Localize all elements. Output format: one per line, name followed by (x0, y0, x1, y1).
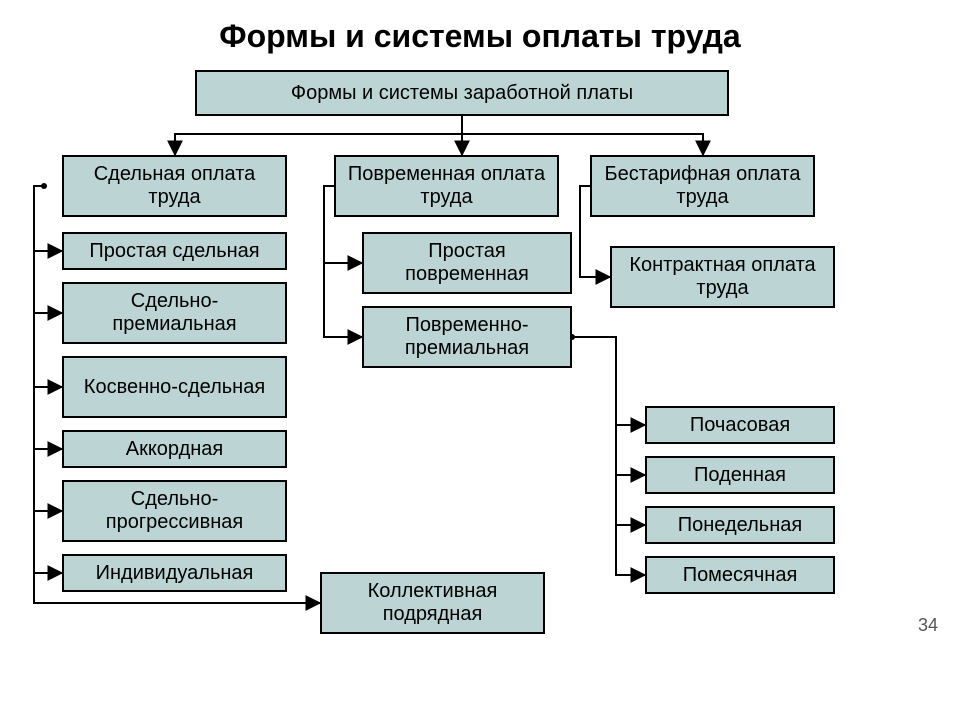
edge-piece-piece_indirect (34, 313, 62, 387)
edge-weekly-monthly (616, 525, 645, 575)
node-piece_simple: Простая сдельная (62, 232, 287, 270)
edge-daily-weekly (616, 475, 645, 525)
edge-start-dot (41, 183, 47, 189)
node-collective: Коллективная подрядная (320, 572, 545, 634)
node-piece_individual: Индивидуальная (62, 554, 287, 592)
edge-piece-piece_bonus (34, 251, 62, 313)
page-title: Формы и системы оплаты труда (0, 18, 960, 55)
edge-root-piece (175, 116, 462, 155)
node-piece_indirect: Косвенно-сдельная (62, 356, 287, 418)
node-time: Повременная оплата труда (334, 155, 559, 217)
edge-piece-piece_individual (34, 511, 62, 573)
node-tariffless: Бестарифная оплата труда (590, 155, 815, 217)
edge-hourly-daily (616, 425, 645, 475)
node-weekly: Понедельная (645, 506, 835, 544)
edge-piece-piece_progressive (34, 449, 62, 511)
edge-piece-piece_chord (34, 387, 62, 449)
node-monthly: Помесячная (645, 556, 835, 594)
node-time_simple: Простая повременная (362, 232, 572, 294)
edge-time_bonus-hourly (572, 337, 645, 425)
node-time_bonus: Повременно-премиальная (362, 306, 572, 368)
node-piece_chord: Аккордная (62, 430, 287, 468)
node-hourly: Почасовая (645, 406, 835, 444)
page-number: 34 (918, 615, 938, 636)
edge-piece-piece_simple (34, 186, 62, 251)
edge-root-tariffless (462, 116, 703, 155)
node-daily: Поденная (645, 456, 835, 494)
node-piece_bonus: Сдельно-премиальная (62, 282, 287, 344)
edge-time-time_bonus (324, 263, 362, 337)
node-root: Формы и системы заработной платы (195, 70, 729, 116)
node-piece_progressive: Сдельно-прогрессивная (62, 480, 287, 542)
node-contract: Контрактная оплата труда (610, 246, 835, 308)
diagram-canvas: Формы и системы оплаты труда 34 Формы и … (0, 0, 960, 720)
node-piece: Сдельная оплата труда (62, 155, 287, 217)
